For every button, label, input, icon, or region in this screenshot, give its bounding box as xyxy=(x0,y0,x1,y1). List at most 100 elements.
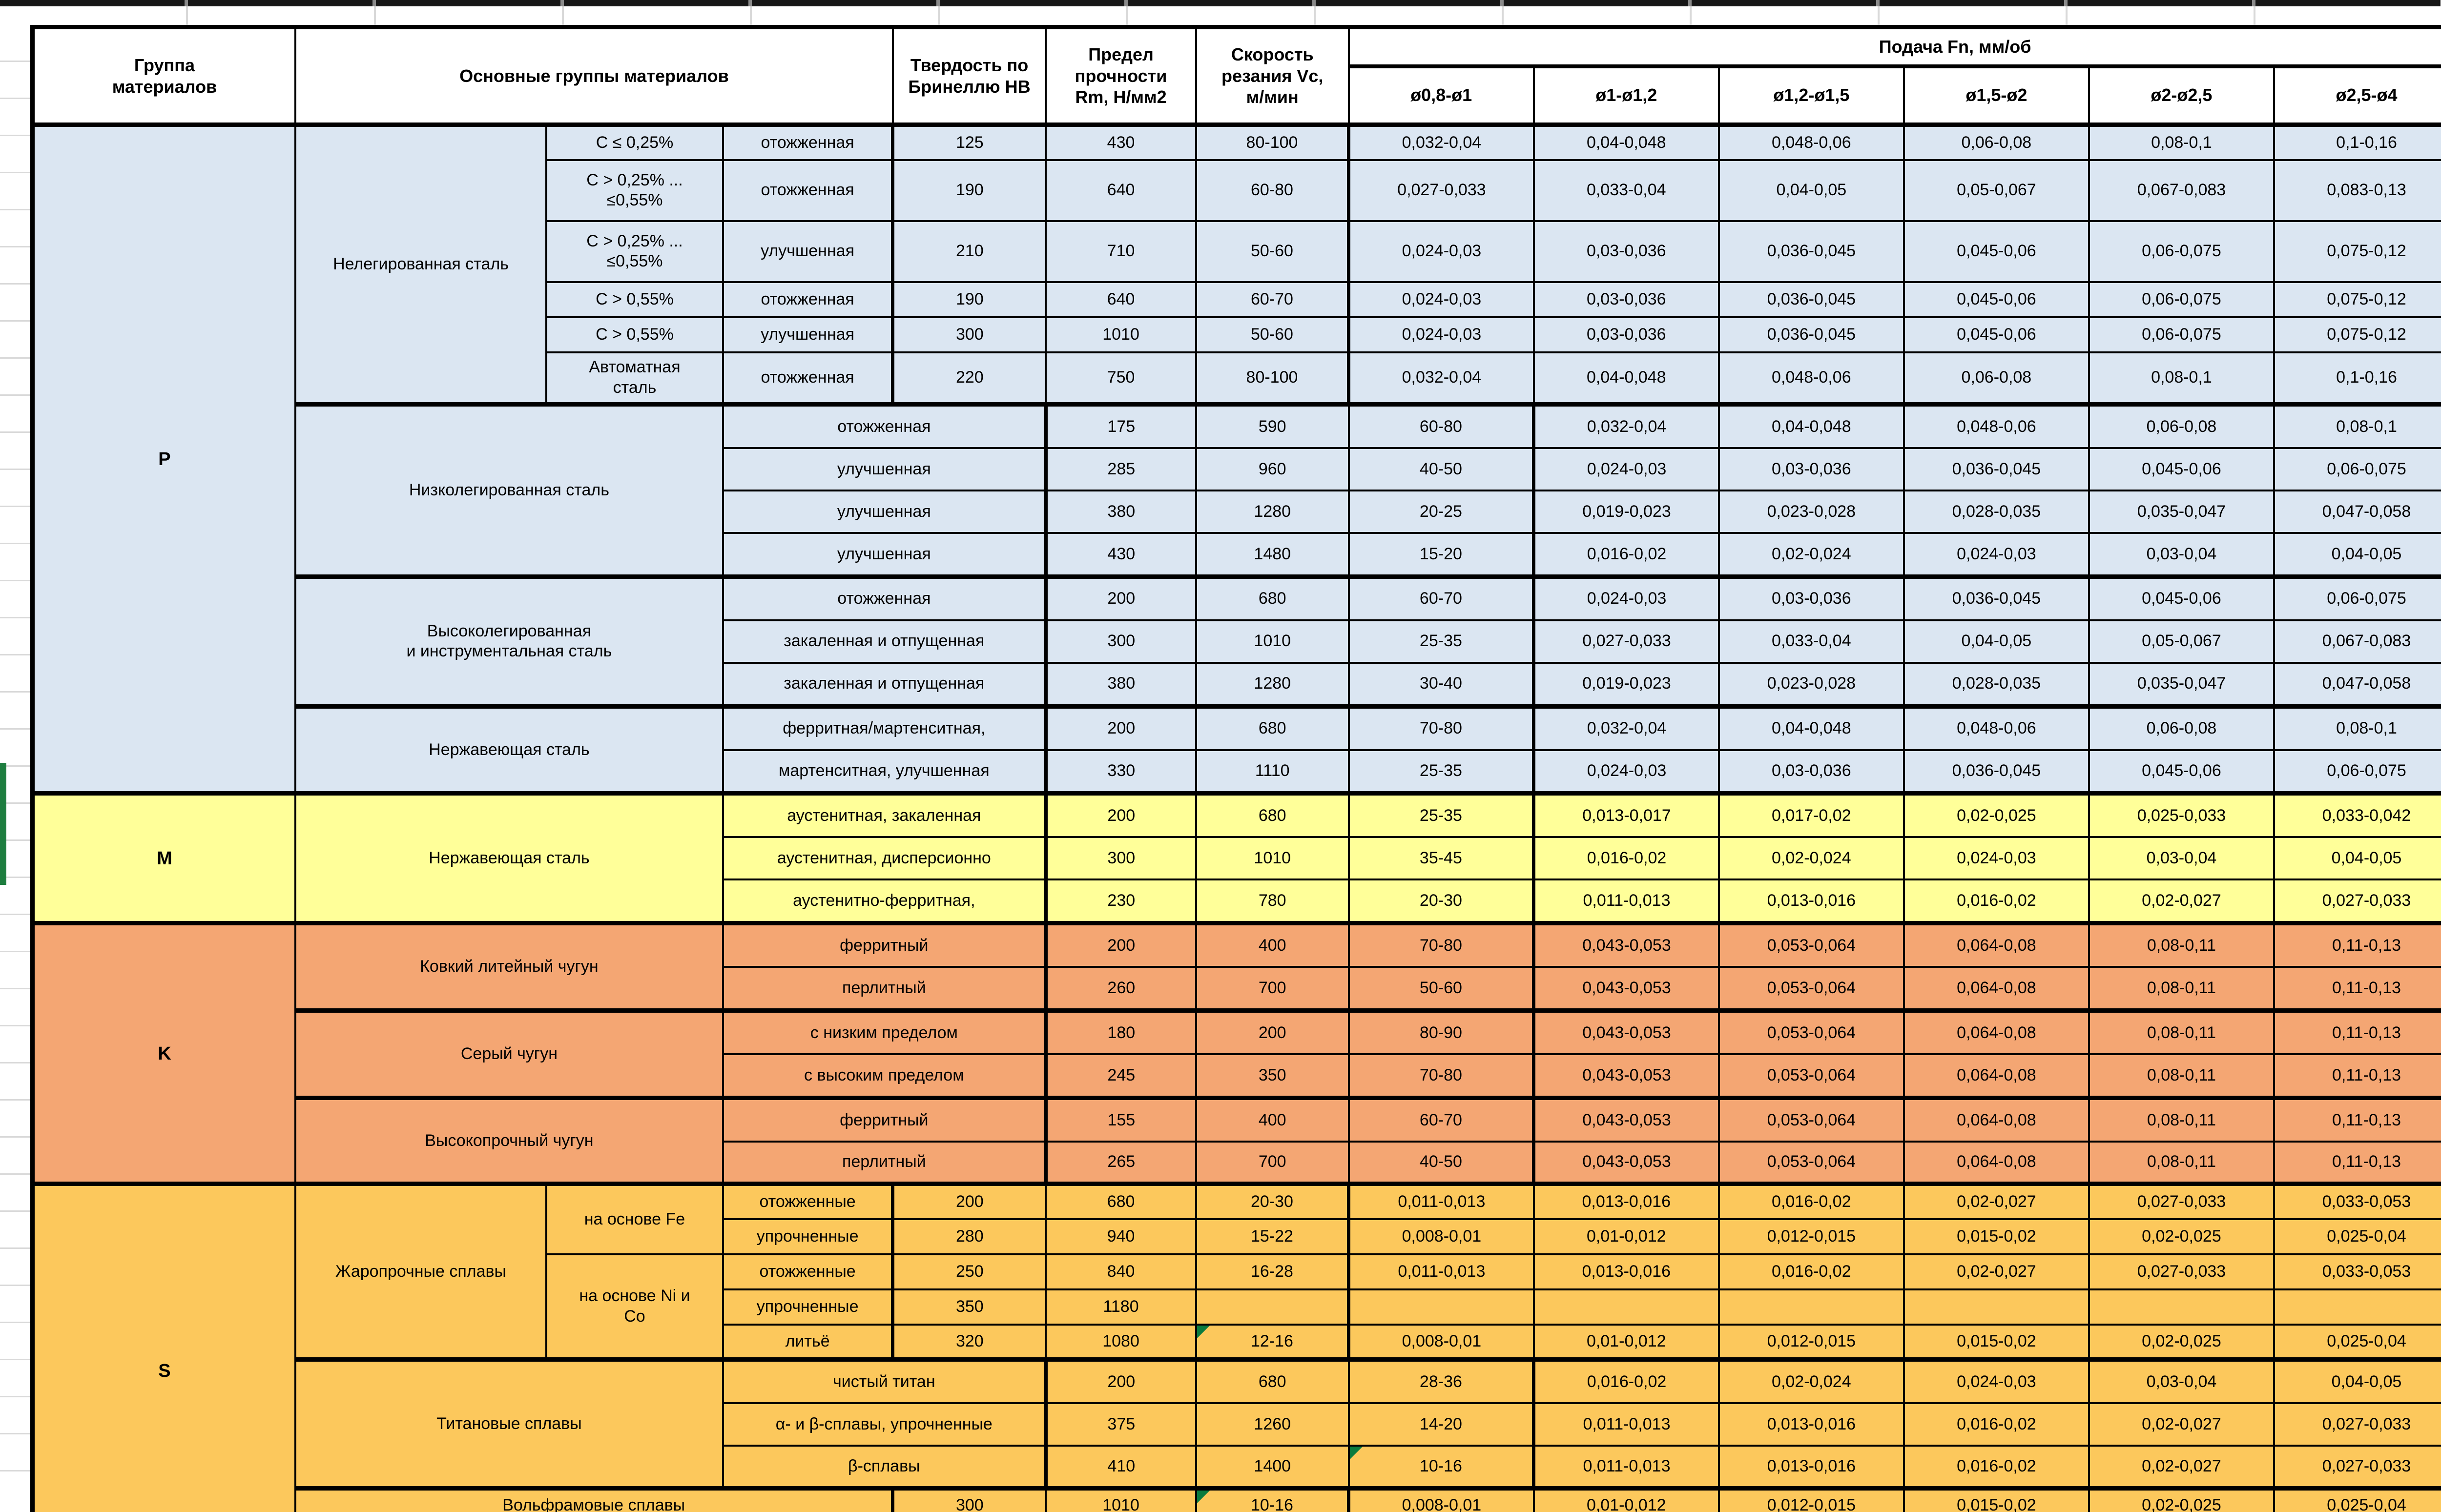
material-state-cell[interactable]: упрочненные xyxy=(722,1218,894,1255)
feed-cell-2[interactable]: 0,02-0,025 xyxy=(1903,791,2090,838)
feed-cell-2[interactable]: 0,048-0,06 xyxy=(1903,402,2090,449)
material-cell[interactable]: Нержавеющая сталь xyxy=(294,704,724,795)
feed-cell-3[interactable]: 0,03-0,04 xyxy=(2088,836,2275,881)
feed-cell-1[interactable]: 0,03-0,036 xyxy=(1717,447,1905,491)
header-group-of-materials[interactable]: Группа материалов xyxy=(31,26,296,126)
feed-cell-4[interactable]: 0,06-0,075 xyxy=(2088,316,2275,353)
strength-cell[interactable]: 1400 xyxy=(1195,1445,1350,1490)
feed-cell-4[interactable]: 0,04-0,05 xyxy=(2273,836,2441,881)
hardness-cell[interactable]: 300 xyxy=(1044,836,1197,881)
material-subtype-cell[interactable]: с высоким пределом xyxy=(722,1053,1047,1099)
cutting-speed-cell[interactable]: 50-60 xyxy=(1195,316,1350,353)
cutting-speed-cell[interactable]: 60-80 xyxy=(1195,159,1350,222)
material-subtype-cell[interactable]: аустенитная, дисперсионно xyxy=(722,836,1047,881)
feed-cell-4[interactable]: 0,08-0,1 xyxy=(2088,123,2275,161)
cutting-speed-cell[interactable]: 60-70 xyxy=(1347,574,1535,621)
feed-cell-0[interactable]: 0,024-0,03 xyxy=(1532,574,1720,621)
feed-cell-5[interactable]: 0,075-0,12 xyxy=(2273,220,2441,283)
hardness-cell[interactable]: 155 xyxy=(1044,1095,1197,1143)
strength-cell[interactable]: 710 xyxy=(1045,220,1197,283)
feed-cell-0[interactable]: 0,019-0,023 xyxy=(1532,661,1720,708)
material-state-cell[interactable]: отожженные xyxy=(722,1182,894,1220)
feed-cell-4[interactable]: 0,02-0,025 xyxy=(2088,1323,2275,1361)
strength-cell[interactable]: 680 xyxy=(1195,1357,1350,1405)
feed-cell-1[interactable]: 0,04-0,048 xyxy=(1532,123,1720,161)
material-subtype-cell[interactable]: ферритная/мартенситная, xyxy=(722,704,1047,751)
material-subtype-cell[interactable]: C > 0,25% ... ≤0,55% xyxy=(545,220,724,283)
feed-cell-4[interactable]: 0,06-0,075 xyxy=(2273,574,2441,621)
cutting-speed-cell[interactable]: 80-100 xyxy=(1195,351,1350,406)
material-cell[interactable]: Высокопрочный чугун xyxy=(294,1095,724,1185)
feed-cell-1[interactable]: 0,023-0,028 xyxy=(1717,661,1905,708)
feed-cell-3[interactable]: 0,08-0,11 xyxy=(2088,966,2275,1012)
feed-cell-0[interactable]: 0,043-0,053 xyxy=(1532,921,1720,968)
feed-cell-2[interactable]: 0,048-0,06 xyxy=(1717,351,1905,406)
feed-cell-3[interactable]: 0,06-0,08 xyxy=(1903,351,2090,406)
feed-cell-1[interactable]: 0,02-0,024 xyxy=(1717,1357,1905,1405)
feed-cell-1[interactable]: 0,023-0,028 xyxy=(1717,489,1905,534)
material-subtype-cell[interactable]: на основе Ni и Co xyxy=(545,1253,724,1361)
feed-cell-4[interactable]: 0,067-0,083 xyxy=(2088,159,2275,222)
feed-cell-3[interactable]: 0,045-0,06 xyxy=(1903,316,2090,353)
feed-cell-0[interactable]: 0,011-0,013 xyxy=(1532,1402,1720,1447)
hardness-cell[interactable]: 260 xyxy=(1044,966,1197,1012)
feed-cell-2[interactable]: 0,016-0,02 xyxy=(1717,1253,1905,1290)
hardness-cell[interactable]: 285 xyxy=(1044,447,1197,491)
feed-cell-3[interactable]: 0,08-0,11 xyxy=(2088,1140,2275,1185)
feed-cell-3[interactable]: 0,035-0,047 xyxy=(2088,661,2275,708)
feed-cell-1[interactable]: 0,03-0,036 xyxy=(1717,574,1905,621)
feed-cell-4[interactable]: 0,11-0,13 xyxy=(2273,921,2441,968)
hardness-cell[interactable]: 210 xyxy=(891,220,1047,283)
group-cell-S[interactable]: S xyxy=(31,1182,296,1512)
feed-cell-0[interactable]: 0,043-0,053 xyxy=(1532,1095,1720,1143)
hardness-cell[interactable]: 300 xyxy=(891,316,1047,353)
feed-cell-4[interactable]: 0,11-0,13 xyxy=(2273,966,2441,1012)
feed-cell-1[interactable]: 0,013-0,016 xyxy=(1717,1402,1905,1447)
feed-cell-3[interactable]: 0,08-0,11 xyxy=(2088,1053,2275,1099)
hardness-cell[interactable]: 300 xyxy=(1044,619,1197,664)
feed-cell-4[interactable]: 0,08-0,1 xyxy=(2088,351,2275,406)
feed-cell-0[interactable]: 0,043-0,053 xyxy=(1532,1053,1720,1099)
feed-cell-4[interactable]: 0,11-0,13 xyxy=(2273,1053,2441,1099)
material-cell[interactable]: Ковкий литейный чугун xyxy=(294,921,724,1012)
feed-cell-3[interactable]: 0,045-0,06 xyxy=(2088,749,2275,795)
hardness-cell[interactable]: 350 xyxy=(891,1288,1047,1326)
feed-cell-0[interactable]: 0,032-0,04 xyxy=(1532,402,1720,449)
feed-cell-3[interactable]: 0,08-0,11 xyxy=(2088,1095,2275,1143)
feed-cell-3[interactable]: 0,02-0,027 xyxy=(2088,879,2275,924)
material-cell[interactable]: Нержавеющая сталь xyxy=(294,791,724,924)
feed-cell-3[interactable]: 0,02-0,027 xyxy=(2088,1402,2275,1447)
hardness-cell[interactable]: 265 xyxy=(1044,1140,1197,1185)
feed-cell-2[interactable]: 0,064-0,08 xyxy=(1903,1053,2090,1099)
header-diameter-5[interactable]: ø2,5-ø4 xyxy=(2273,64,2441,126)
hardness-cell[interactable]: 280 xyxy=(891,1218,1047,1255)
feed-cell-1[interactable]: 0,03-0,036 xyxy=(1532,220,1720,283)
group-cell-P[interactable]: P xyxy=(31,122,296,795)
material-cell[interactable]: Низколегированная сталь xyxy=(294,402,724,578)
feed-cell-2[interactable]: 0,036-0,045 xyxy=(1903,749,2090,795)
material-subtype-cell[interactable]: мартенситная, улучшенная xyxy=(722,749,1047,795)
feed-cell-1[interactable]: 0,04-0,048 xyxy=(1717,402,1905,449)
cutting-speed-cell[interactable]: 14-20 xyxy=(1347,1402,1535,1447)
feed-cell-1[interactable]: 0,01-0,012 xyxy=(1532,1218,1720,1255)
cutting-speed-cell[interactable]: 25-35 xyxy=(1347,619,1535,664)
cutting-speed-cell[interactable]: 80-100 xyxy=(1195,123,1350,161)
feed-cell-1[interactable]: 0,013-0,016 xyxy=(1717,879,1905,924)
feed-cell-4[interactable]: 0,06-0,075 xyxy=(2273,447,2441,491)
feed-cell-4[interactable]: 0,06-0,075 xyxy=(2088,220,2275,283)
feed-cell-4[interactable]: 0,08-0,1 xyxy=(2273,402,2441,449)
feed-cell-4[interactable]: 0,06-0,075 xyxy=(2273,749,2441,795)
feed-cell-3[interactable]: 0,035-0,047 xyxy=(2088,489,2275,534)
feed-cell-0[interactable]: 0,032-0,04 xyxy=(1347,123,1535,161)
strength-cell[interactable]: 350 xyxy=(1195,1053,1350,1099)
cutting-speed-cell[interactable]: 80-90 xyxy=(1347,1008,1535,1056)
strength-cell[interactable]: 780 xyxy=(1195,879,1350,924)
material-state-cell[interactable]: отожженная xyxy=(722,123,894,161)
feed-cell-0[interactable]: 0,011-0,013 xyxy=(1347,1253,1535,1290)
feed-cell-2[interactable]: 0,012-0,015 xyxy=(1717,1323,1905,1361)
material-state-cell[interactable]: литьё xyxy=(722,1323,894,1361)
feed-cell-2[interactable]: 0,064-0,08 xyxy=(1903,1095,2090,1143)
feed-cell-2[interactable]: 0,036-0,045 xyxy=(1717,316,1905,353)
feed-cell-5[interactable]: 0,075-0,12 xyxy=(2273,316,2441,353)
material-subtype-cell[interactable]: закаленная и отпущенная xyxy=(722,661,1047,708)
